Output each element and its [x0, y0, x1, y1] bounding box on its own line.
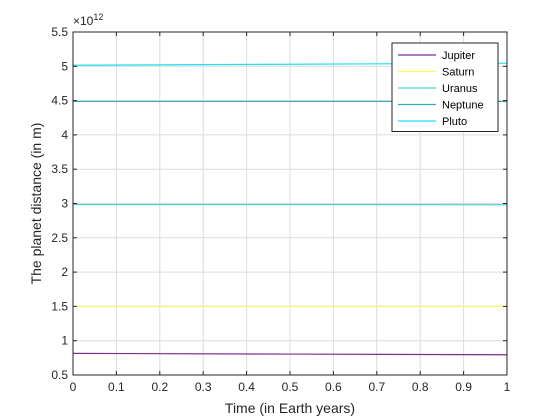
y-tick-label: 4 [61, 128, 68, 142]
y-axis-ticks: 0.5 1 1.5 2 2.5 3 3.5 4 4.5 5 5.5 [51, 25, 507, 382]
y-tick-label: 1 [61, 334, 68, 348]
legend-box [391, 42, 499, 132]
x-tick-label: 0.4 [238, 380, 255, 394]
y-tick-label: 1.5 [51, 299, 68, 313]
legend: Jupiter Saturn Uranus Neptune Pluto [391, 42, 499, 132]
x-tick-label: 0.5 [282, 380, 299, 394]
legend-entry-label: Saturn [442, 67, 474, 79]
y-exponent-label: ×1012 [73, 12, 103, 28]
x-tick-label: 0 [70, 380, 77, 394]
y-tick-label: 5.5 [51, 25, 68, 39]
x-tick-label: 0.8 [412, 380, 429, 394]
legend-entry-label: Uranus [442, 83, 478, 95]
x-tick-label: 0.3 [195, 380, 212, 394]
x-tick-label: 0.1 [108, 380, 125, 394]
y-tick-label: 2 [61, 265, 68, 279]
x-tick-label: 0.9 [455, 380, 472, 394]
y-tick-label: 3.5 [51, 162, 68, 176]
y-axis-label: The planet distance (in m) [28, 123, 44, 285]
x-tick-label: 1 [504, 380, 511, 394]
y-tick-label: 3 [61, 197, 68, 211]
legend-entry-label: Jupiter [442, 50, 475, 62]
legend-entry-label: Neptune [442, 100, 484, 112]
x-tick-label: 0.6 [325, 380, 342, 394]
legend-entry-label: Pluto [442, 116, 467, 128]
x-axis-label: Time (in Earth years) [225, 400, 355, 416]
x-tick-label: 0.2 [151, 380, 168, 394]
y-tick-label: 4.5 [51, 94, 68, 108]
series-line-jupiter [72, 352, 508, 356]
y-tick-label: 5 [61, 59, 68, 73]
y-tick-label: 0.5 [51, 368, 68, 382]
x-tick-label: 0.7 [368, 380, 385, 394]
x-axis-ticks: 0 0.1 0.2 0.3 0.4 0.5 0.6 0.7 0.8 0.9 1 [70, 32, 511, 394]
y-tick-label: 2.5 [51, 231, 68, 245]
